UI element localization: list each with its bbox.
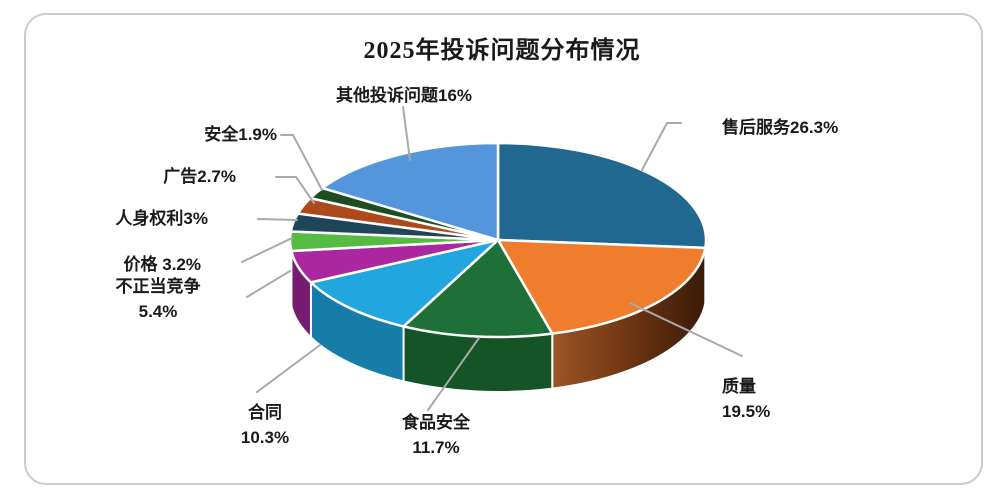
leader-line-food-safety [427, 337, 480, 411]
pie-slice-contract [309, 238, 500, 328]
pie-slice-quality [496, 238, 707, 335]
pie-slice-after-sales [496, 141, 708, 250]
leader-line-other-complaints [402, 106, 411, 161]
leader-line-personal-rights [257, 218, 298, 221]
leader-line-safety [280, 134, 323, 191]
leader-line-price [241, 237, 293, 263]
leader-line-unfair-competition [246, 270, 291, 298]
leader-line-contract [256, 344, 321, 393]
leader-line-after-sales [641, 122, 682, 171]
leader-line-advertising [275, 176, 315, 204]
pie-slice-food-safety [402, 238, 554, 339]
pie-slice-other-complaints [321, 141, 500, 242]
leader-line-quality [629, 302, 743, 357]
chart-title: 2025年投诉问题分布情况 [363, 38, 641, 64]
